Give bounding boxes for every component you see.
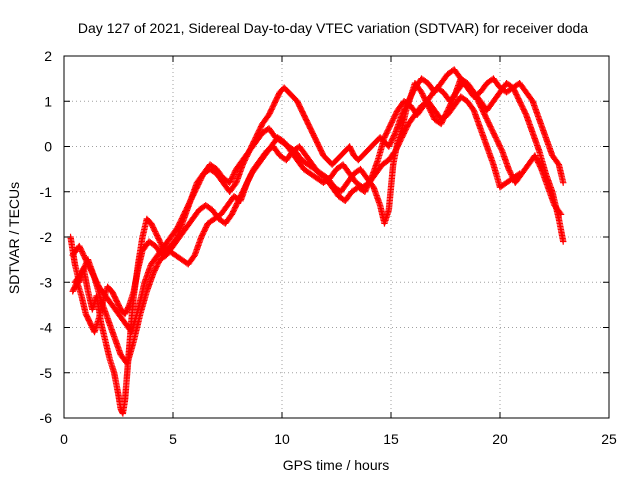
data-point [554,160,562,167]
x-tick-label: 0 [60,431,68,447]
x-axis-label: GPS time / hours [283,457,390,473]
y-tick-label: -5 [40,365,53,381]
x-tick-label: 25 [601,431,617,447]
data-point [560,179,567,186]
axis-ticks: 0 5 10 15 20 25 -6 -5 -4 -3 -2 -1 0 1 2 [40,48,617,447]
data-point [522,110,529,117]
chart-title: Day 127 of 2021, Sidereal Day-to-day VTE… [78,20,588,36]
series-4 [71,93,523,367]
data-point [560,238,567,245]
data-point [556,209,564,217]
data-point [515,171,522,178]
x-tick-label: 15 [383,431,399,447]
y-tick-label: -1 [40,184,53,200]
y-tick-label: -3 [40,274,53,290]
y-tick-label: -2 [40,229,53,245]
data-point [391,131,398,138]
data-point [557,211,565,218]
y-tick-label: -6 [40,410,53,426]
data-points [67,66,567,417]
data-point [537,164,544,171]
data-point [498,146,505,153]
y-tick-label: -4 [40,320,53,336]
x-tick-label: 20 [492,431,508,447]
y-tick-label: 1 [44,93,52,109]
y-axis-label: SDTVAR / TECUs [6,182,22,294]
data-point [516,170,523,177]
y-tick-label: 0 [44,139,52,155]
data-point [125,302,132,310]
x-tick-label: 10 [274,431,290,447]
y-tick-label: 2 [44,48,52,64]
x-tick-label: 5 [169,431,177,447]
